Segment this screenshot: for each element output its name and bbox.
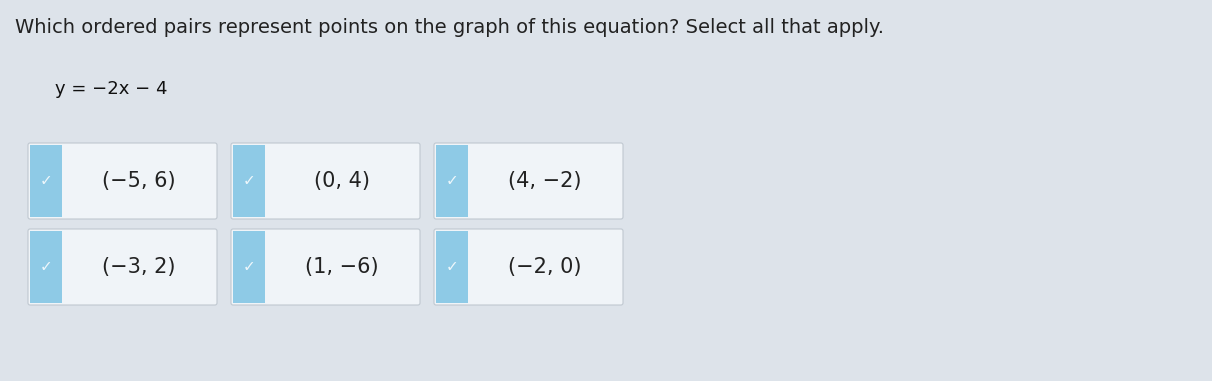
Text: ✓: ✓ (446, 173, 458, 189)
FancyBboxPatch shape (434, 229, 623, 305)
Bar (233, 145, 265, 217)
FancyBboxPatch shape (231, 229, 421, 305)
Text: (−5, 6): (−5, 6) (102, 171, 176, 191)
Bar (436, 231, 468, 303)
FancyBboxPatch shape (28, 229, 217, 305)
Text: ✓: ✓ (242, 173, 256, 189)
Text: ✓: ✓ (446, 259, 458, 274)
Text: y = −2x − 4: y = −2x − 4 (55, 80, 167, 98)
Bar (436, 145, 468, 217)
Text: (1, −6): (1, −6) (304, 257, 378, 277)
Text: ✓: ✓ (242, 259, 256, 274)
Bar (30, 231, 62, 303)
FancyBboxPatch shape (434, 143, 623, 219)
Text: (−2, 0): (−2, 0) (508, 257, 582, 277)
Text: (4, −2): (4, −2) (508, 171, 582, 191)
Text: ✓: ✓ (40, 173, 52, 189)
Text: (0, 4): (0, 4) (314, 171, 370, 191)
Text: (−3, 2): (−3, 2) (102, 257, 176, 277)
Text: Which ordered pairs represent points on the graph of this equation? Select all t: Which ordered pairs represent points on … (15, 18, 884, 37)
FancyBboxPatch shape (231, 143, 421, 219)
Text: ✓: ✓ (40, 259, 52, 274)
Bar (30, 145, 62, 217)
Bar (233, 231, 265, 303)
FancyBboxPatch shape (28, 143, 217, 219)
